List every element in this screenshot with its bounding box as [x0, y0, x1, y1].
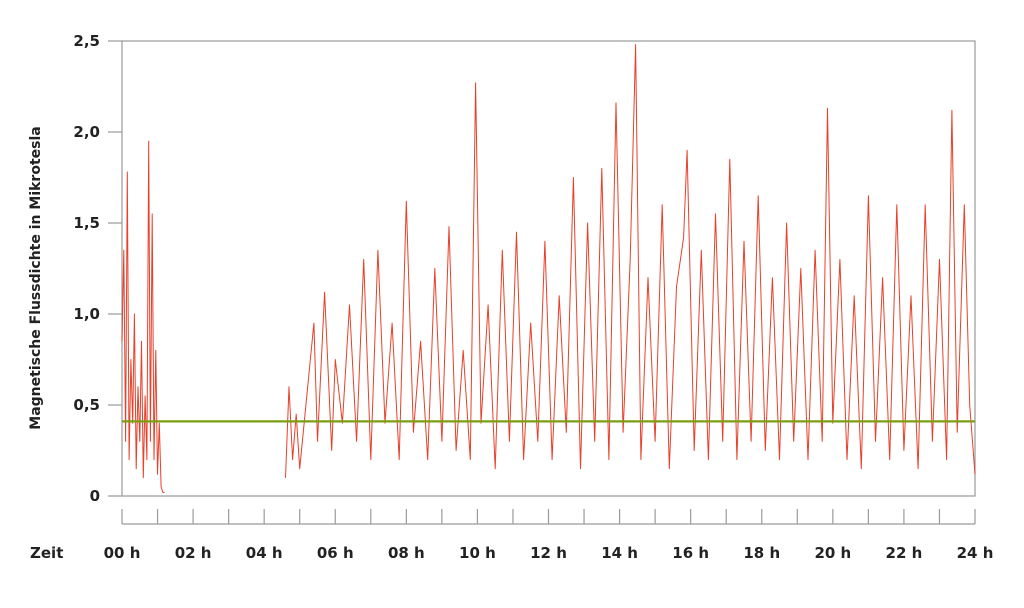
x-tick-label-2: 04 h: [246, 544, 283, 562]
x-tick-label-12: 24 h: [957, 544, 994, 562]
x-tick-label-6: 12 h: [530, 544, 567, 562]
plot-border: [121, 40, 976, 497]
x-tick-label-0: 00 h: [104, 544, 141, 562]
y-tick-label-2: 1,0: [73, 305, 100, 323]
y-tick-label-3: 1,5: [73, 214, 100, 232]
series-0-segment-1: [285, 44, 976, 478]
x-tick-label-8: 16 h: [672, 544, 709, 562]
y-tick-label-4: 2,0: [73, 123, 100, 141]
y-axis: 0 0,5 1,0 1,5 2,0 2,5: [73, 32, 122, 505]
x-tick-label-10: 20 h: [814, 544, 851, 562]
x-axis-title: Zeit: [30, 544, 63, 562]
series-group: [121, 44, 976, 493]
y-tick-label-5: 2,5: [73, 32, 100, 50]
y-tick-label-1: 0,5: [73, 396, 100, 414]
x-tick-label-9: 18 h: [743, 544, 780, 562]
x-tick-label-11: 22 h: [886, 544, 923, 562]
y-tick-label-0: 0: [90, 487, 100, 505]
plot-frame: [121, 40, 976, 497]
x-tick-label-4: 08 h: [388, 544, 425, 562]
x-tick-label-5: 10 h: [459, 544, 496, 562]
x-tick-label-7: 14 h: [601, 544, 638, 562]
y-axis-title: Magnetische Flussdichte in Mikrotesla: [28, 126, 44, 429]
series-0-segment-0: [121, 140, 165, 493]
x-tick-label-3: 06 h: [317, 544, 354, 562]
x-axis: 00 h 02 h 04 h 06 h 08 h 10 h 12 h 14 h 16 h 18 h…: [104, 509, 994, 562]
x-tick-label-1: 02 h: [175, 544, 212, 562]
